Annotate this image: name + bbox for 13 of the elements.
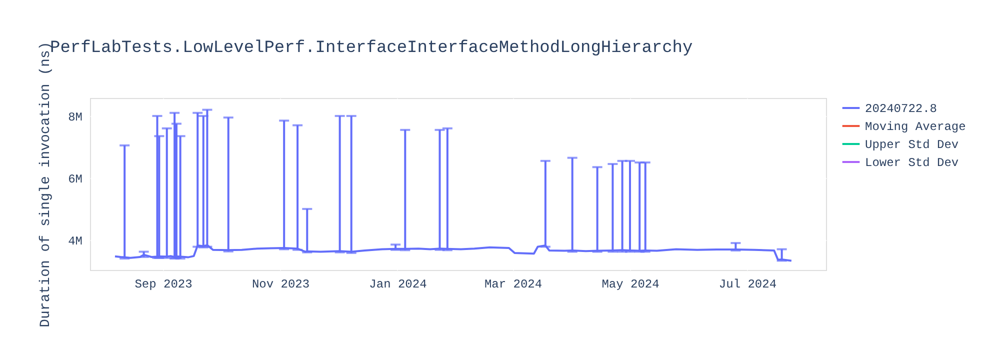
x-tick-label: Mar 2024	[484, 278, 542, 292]
legend-label: Upper Std Dev	[865, 138, 959, 152]
legend-label: Lower Std Dev	[865, 156, 959, 170]
legend-label: Moving Average	[865, 120, 966, 134]
x-tick-label: May 2024	[602, 278, 660, 292]
y-tick-label: 8M	[68, 110, 82, 124]
x-tick-label: Jan 2024	[369, 278, 427, 292]
y-tick-label: 6M	[68, 172, 82, 186]
legend-label: 20240722.8	[865, 102, 938, 116]
y-tick-label: 4M	[68, 234, 82, 248]
x-tick-label: Jul 2024	[718, 278, 777, 292]
x-tick-label: Nov 2023	[252, 278, 310, 292]
x-tick-label: Sep 2023	[134, 278, 192, 292]
